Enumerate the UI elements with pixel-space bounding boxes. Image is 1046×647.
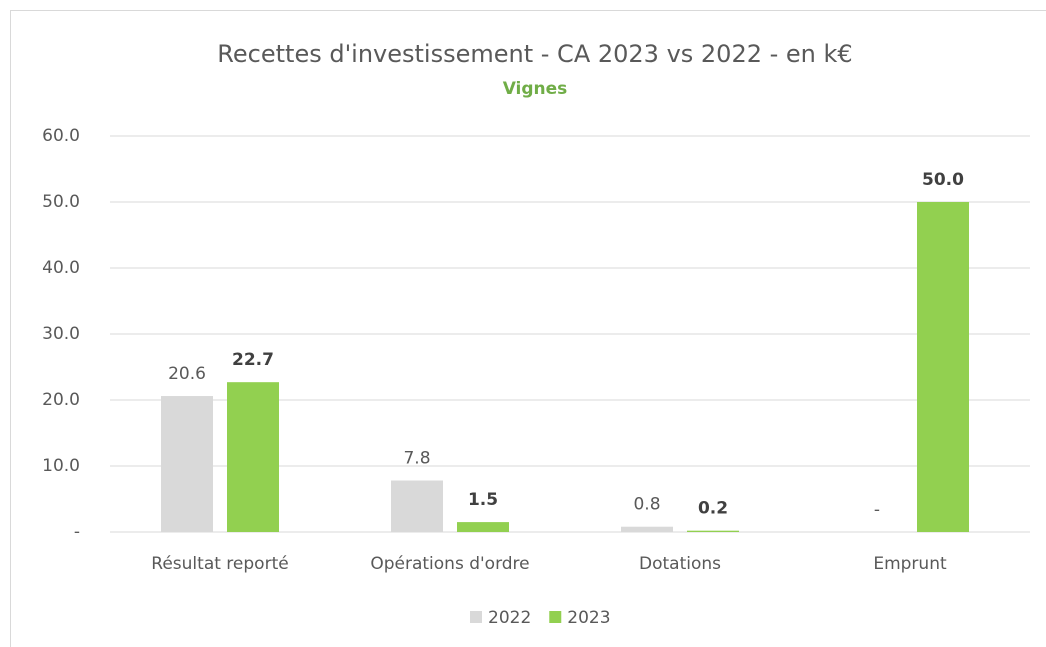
bar	[457, 522, 509, 532]
value-label: 20.6	[168, 364, 206, 384]
y-tick-label: 40.0	[42, 258, 80, 278]
y-tick-label: 20.0	[42, 390, 80, 410]
legend-swatch	[549, 611, 562, 623]
chart-border	[10, 10, 1046, 647]
y-tick-label: 10.0	[42, 456, 80, 476]
chart-title: Recettes d'investissement - CA 2023 vs 2…	[217, 40, 852, 68]
value-label: 22.7	[232, 350, 274, 370]
value-label: 50.0	[922, 170, 964, 190]
bar	[621, 526, 673, 532]
legend-label: 2023	[567, 608, 610, 628]
x-tick-label: Opérations d'ordre	[370, 554, 529, 574]
bar	[227, 382, 279, 532]
y-tick-label: -	[74, 522, 80, 542]
x-tick-label: Emprunt	[873, 554, 947, 574]
bar	[391, 480, 443, 532]
bar	[161, 396, 213, 532]
legend-label: 2022	[488, 608, 531, 628]
value-label: 7.8	[403, 449, 430, 469]
y-tick-label: 30.0	[42, 324, 80, 344]
bar	[917, 202, 969, 532]
value-label: 0.2	[698, 499, 728, 519]
y-tick-label: 50.0	[42, 192, 80, 212]
legend-swatch	[470, 611, 482, 623]
bar	[687, 530, 739, 532]
chart-subtitle: Vignes	[503, 79, 568, 99]
value-label: 1.5	[468, 490, 498, 510]
value-label: 0.8	[633, 495, 660, 515]
x-tick-label: Résultat reporté	[151, 554, 288, 574]
value-label: -	[874, 500, 880, 520]
y-tick-label: 60.0	[42, 126, 80, 146]
x-tick-label: Dotations	[639, 554, 721, 574]
